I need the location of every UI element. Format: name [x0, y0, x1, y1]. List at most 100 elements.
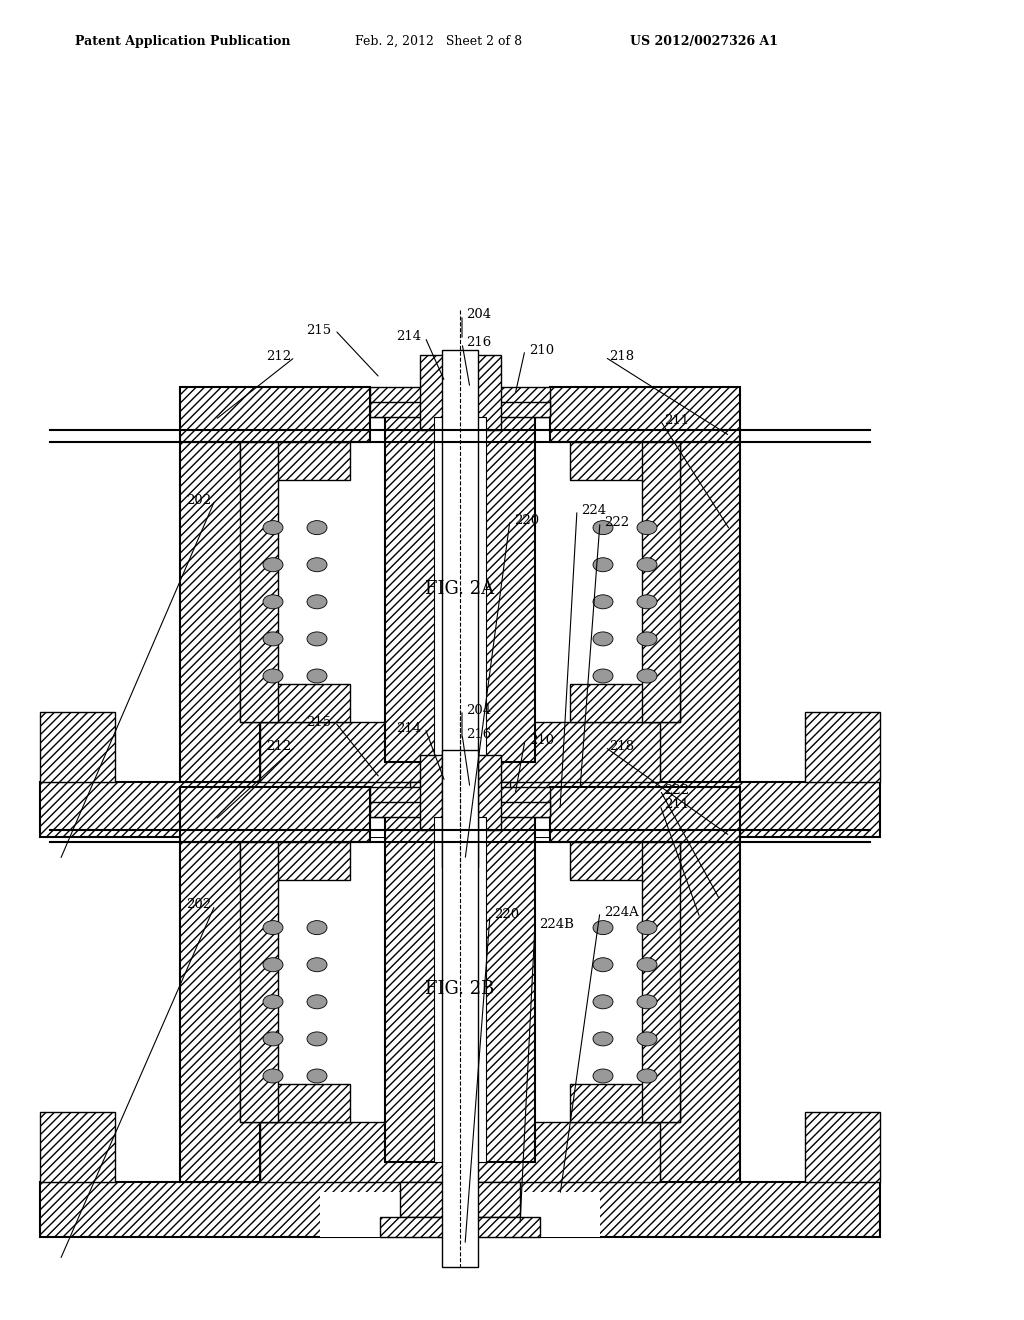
Text: FIG. 2A: FIG. 2A: [425, 579, 495, 598]
Ellipse shape: [637, 1069, 657, 1082]
Ellipse shape: [307, 520, 327, 535]
Polygon shape: [40, 1111, 115, 1181]
Ellipse shape: [263, 558, 283, 572]
Ellipse shape: [307, 1069, 327, 1082]
Text: 222: 222: [664, 784, 689, 796]
Text: 215: 215: [306, 323, 331, 337]
Bar: [420, 355, 501, 430]
Polygon shape: [805, 1111, 880, 1181]
Ellipse shape: [263, 632, 283, 645]
Ellipse shape: [593, 520, 613, 535]
Polygon shape: [40, 711, 115, 781]
Polygon shape: [385, 817, 535, 1162]
Polygon shape: [40, 1181, 880, 1237]
Ellipse shape: [593, 669, 613, 682]
Bar: [319, 1192, 600, 1237]
Polygon shape: [260, 722, 660, 781]
Polygon shape: [570, 1084, 680, 1122]
Text: 222: 222: [604, 516, 629, 528]
Polygon shape: [385, 417, 535, 762]
Ellipse shape: [263, 595, 283, 609]
Ellipse shape: [593, 958, 613, 972]
Text: 212: 212: [266, 351, 291, 363]
Text: 220: 220: [494, 908, 519, 921]
Ellipse shape: [593, 558, 613, 572]
Polygon shape: [40, 781, 880, 837]
Bar: [370, 403, 550, 417]
Polygon shape: [642, 842, 680, 1122]
Polygon shape: [240, 1084, 350, 1122]
Polygon shape: [660, 442, 740, 781]
Ellipse shape: [637, 595, 657, 609]
Ellipse shape: [637, 558, 657, 572]
Ellipse shape: [637, 669, 657, 682]
Text: 215: 215: [306, 715, 331, 729]
Bar: [420, 755, 501, 830]
Text: 216: 216: [466, 727, 492, 741]
Polygon shape: [240, 684, 350, 722]
Polygon shape: [570, 684, 680, 722]
Polygon shape: [180, 787, 370, 842]
Text: Patent Application Publication: Patent Application Publication: [75, 36, 291, 48]
Polygon shape: [370, 387, 550, 417]
Text: US 2012/0027326 A1: US 2012/0027326 A1: [630, 36, 778, 48]
Ellipse shape: [307, 995, 327, 1008]
Ellipse shape: [307, 669, 327, 682]
Ellipse shape: [263, 520, 283, 535]
Ellipse shape: [637, 632, 657, 645]
Text: 214: 214: [396, 722, 421, 734]
Ellipse shape: [307, 958, 327, 972]
Ellipse shape: [307, 558, 327, 572]
Ellipse shape: [593, 995, 613, 1008]
Polygon shape: [400, 1181, 520, 1217]
Polygon shape: [660, 842, 740, 1181]
Polygon shape: [570, 842, 680, 880]
Text: 210: 210: [529, 343, 554, 356]
Text: 212: 212: [266, 741, 291, 754]
Polygon shape: [240, 842, 278, 1122]
Text: 218: 218: [609, 351, 634, 363]
Polygon shape: [240, 842, 350, 880]
Text: 224: 224: [581, 503, 606, 516]
Text: 220: 220: [514, 513, 539, 527]
Text: FIG. 2B: FIG. 2B: [425, 979, 495, 998]
Polygon shape: [550, 787, 740, 842]
Ellipse shape: [637, 520, 657, 535]
Polygon shape: [410, 781, 510, 822]
Text: 202: 202: [186, 494, 211, 507]
Text: 224A: 224A: [604, 906, 639, 919]
Ellipse shape: [593, 1032, 613, 1045]
Bar: [434, 417, 486, 762]
Ellipse shape: [263, 920, 283, 935]
Polygon shape: [805, 711, 880, 781]
Text: 202: 202: [186, 899, 211, 912]
Bar: [434, 817, 486, 1162]
Ellipse shape: [307, 1032, 327, 1045]
Bar: [442, 350, 478, 867]
Text: 214: 214: [396, 330, 421, 343]
Ellipse shape: [307, 595, 327, 609]
Ellipse shape: [593, 595, 613, 609]
Polygon shape: [260, 1122, 660, 1181]
Polygon shape: [380, 1217, 540, 1237]
Ellipse shape: [593, 920, 613, 935]
Polygon shape: [180, 842, 260, 1181]
Text: 211: 211: [664, 799, 689, 812]
Text: Feb. 2, 2012   Sheet 2 of 8: Feb. 2, 2012 Sheet 2 of 8: [355, 36, 522, 48]
Ellipse shape: [593, 632, 613, 645]
Ellipse shape: [637, 995, 657, 1008]
Polygon shape: [642, 442, 680, 722]
Polygon shape: [550, 387, 740, 442]
Ellipse shape: [263, 1032, 283, 1045]
Polygon shape: [370, 787, 550, 817]
Ellipse shape: [307, 632, 327, 645]
Ellipse shape: [263, 1069, 283, 1082]
Text: 218: 218: [609, 741, 634, 754]
Bar: [370, 803, 550, 817]
Ellipse shape: [263, 958, 283, 972]
Polygon shape: [240, 442, 278, 722]
Text: 211: 211: [664, 413, 689, 426]
Polygon shape: [180, 387, 370, 442]
Ellipse shape: [637, 958, 657, 972]
Bar: [319, 792, 600, 837]
